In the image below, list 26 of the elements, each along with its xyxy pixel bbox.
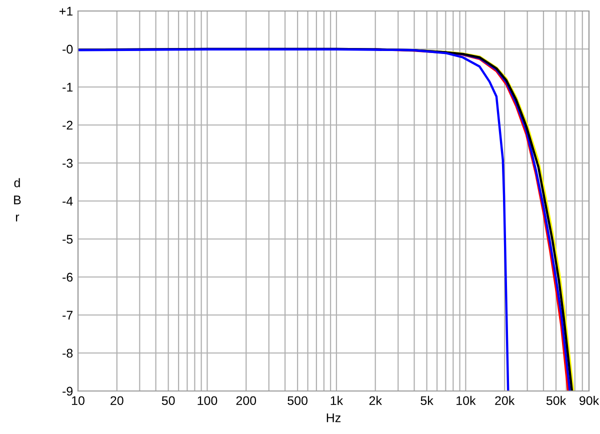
x-tick-label: 1k [330, 396, 344, 405]
y-tick-label: +1 [60, 6, 73, 16]
y-tick-label: -4 [62, 196, 73, 206]
y-tick-label: -6 [62, 272, 73, 282]
y-tick-label: -9 [62, 386, 73, 396]
x-tick-label: 50k [546, 396, 566, 406]
x-tick-label: 200 [236, 396, 256, 406]
y-tick-label: -3 [62, 158, 73, 168]
y-tick-label: -2 [62, 120, 73, 130]
y-tick-label: -5 [62, 234, 73, 244]
y-tick-label: -0 [62, 44, 73, 54]
x-tick-label: 500 [288, 396, 308, 406]
x-tick-label: 20 [110, 396, 124, 406]
x-axis-title: Hz [326, 414, 341, 422]
x-tick-label: 10 [72, 396, 84, 406]
x-tick-label: 20k [495, 396, 515, 406]
x-tick-label: 50 [162, 396, 175, 406]
y-tick-label: -1 [62, 82, 73, 92]
y-tick-label: -8 [62, 348, 73, 358]
x-tick-label: 90k [580, 396, 600, 406]
x-tick-label: 10k [456, 396, 476, 406]
y-tick-label: -7 [62, 310, 73, 320]
y-axis-title: dBr [14, 178, 21, 222]
x-tick-label: 5k [420, 396, 434, 406]
x-tick-label: 2k [369, 396, 382, 405]
x-tick-label: 100 [198, 396, 218, 406]
